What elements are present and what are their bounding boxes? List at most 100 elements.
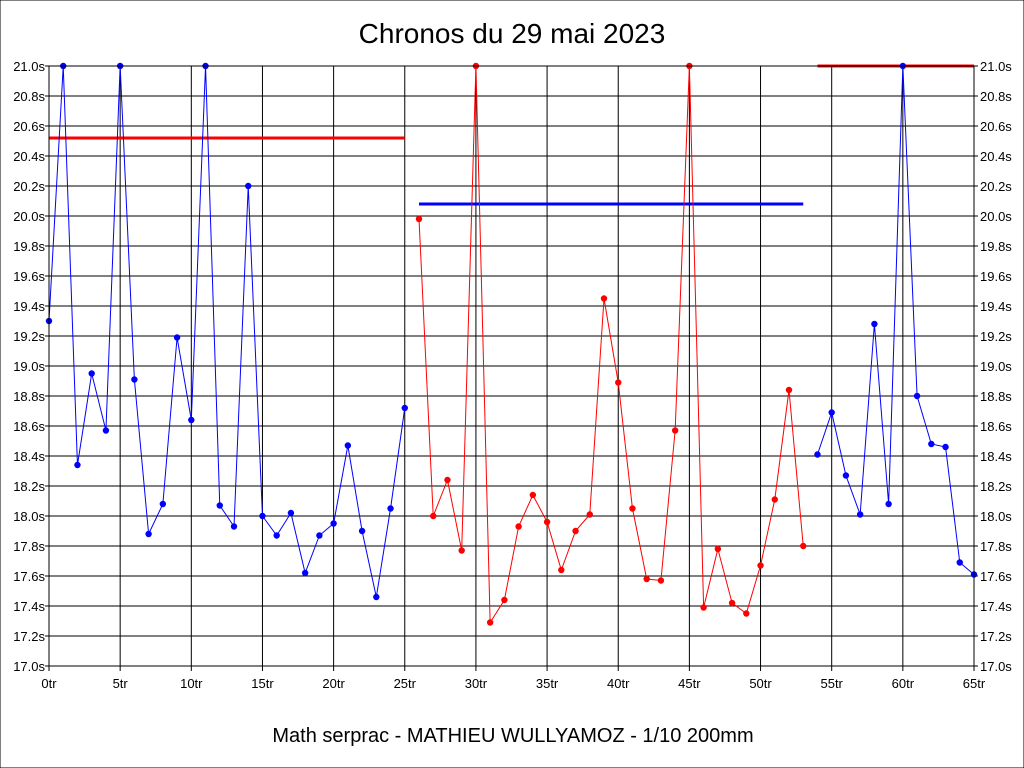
y-tick-label-right: 19.4s xyxy=(980,299,1012,314)
data-point xyxy=(88,370,95,377)
data-point xyxy=(842,472,850,479)
y-tick-label-right: 18.6s xyxy=(980,419,1012,434)
y-tick-label-left: 21.0s xyxy=(13,59,45,74)
y-tick-label-right: 20.4s xyxy=(980,149,1012,164)
data-point xyxy=(188,416,195,424)
data-point xyxy=(885,500,892,508)
data-point xyxy=(572,527,579,535)
series-line xyxy=(418,65,804,625)
data-point xyxy=(643,575,650,583)
y-tick-label-left: 17.4s xyxy=(13,599,45,614)
data-point xyxy=(173,334,181,341)
data-point xyxy=(814,451,821,458)
y-tick-label-right: 20.6s xyxy=(980,119,1012,134)
data-point xyxy=(486,619,494,626)
data-point xyxy=(700,604,707,611)
data-point xyxy=(942,443,949,451)
data-point xyxy=(444,476,451,484)
x-tick-label: 10tr xyxy=(180,676,203,691)
y-tick-label-left: 20.6s xyxy=(13,119,45,134)
data-point xyxy=(871,320,878,328)
y-tick-label-left: 19.0s xyxy=(13,359,45,374)
data-point xyxy=(714,545,722,553)
y-tick-label-right: 21.0s xyxy=(980,59,1012,74)
data-point xyxy=(387,505,394,512)
chart-footer: Math serprac - MATHIEU WULLYAMOZ - 1/10 … xyxy=(272,725,753,747)
x-tick-label: 40tr xyxy=(607,676,630,691)
y-tick-label-left: 18.4s xyxy=(13,449,45,464)
y-tick-label-left: 18.0s xyxy=(13,509,45,524)
data-point xyxy=(529,491,537,499)
data-point xyxy=(330,520,337,527)
y-tick-label-left: 17.6s xyxy=(13,569,45,584)
data-point xyxy=(657,577,665,584)
data-point xyxy=(956,559,963,566)
data-point xyxy=(928,440,935,448)
data-point xyxy=(757,562,764,569)
data-point xyxy=(771,496,778,503)
y-tick-label-right: 19.6s xyxy=(980,269,1012,284)
series-lines xyxy=(48,65,975,625)
y-tick-label-left: 19.2s xyxy=(13,329,45,344)
y-tick-label-right: 17.8s xyxy=(980,539,1012,554)
x-tick-label: 30tr xyxy=(465,676,488,691)
x-tick-label: 65tr xyxy=(963,676,986,691)
y-tick-label-right: 17.0s xyxy=(980,659,1012,674)
data-point xyxy=(800,542,807,550)
data-point xyxy=(102,427,110,434)
y-tick-label-left: 19.8s xyxy=(13,239,45,254)
data-point xyxy=(344,442,352,449)
y-tick-label-left: 17.2s xyxy=(13,629,45,644)
x-tick-label: 35tr xyxy=(536,676,559,691)
y-tick-label-right: 18.8s xyxy=(980,389,1012,404)
y-tick-label-left: 20.4s xyxy=(13,149,45,164)
y-tick-label-left: 18.2s xyxy=(13,479,45,494)
y-tick-label-left: 17.8s xyxy=(13,539,45,554)
data-point xyxy=(273,532,280,539)
y-tick-label-left: 20.8s xyxy=(13,89,45,104)
x-tick-label: 45tr xyxy=(678,676,701,691)
data-point xyxy=(558,566,565,574)
y-tick-label-left: 20.0s xyxy=(13,209,45,224)
x-tick-label: 0tr xyxy=(41,676,57,691)
data-point xyxy=(316,532,323,539)
data-point xyxy=(373,593,380,601)
y-tick-label-right: 20.0s xyxy=(980,209,1012,224)
x-tick-label: 25tr xyxy=(394,676,417,691)
y-tick-label-left: 18.8s xyxy=(13,389,45,404)
data-point xyxy=(600,295,608,302)
y-tick-label-right: 18.2s xyxy=(980,479,1012,494)
y-tick-label-right: 18.0s xyxy=(980,509,1012,524)
data-point xyxy=(159,500,167,508)
data-point xyxy=(501,596,508,604)
data-point xyxy=(458,547,465,554)
y-tick-label-left: 17.0s xyxy=(13,659,45,674)
data-point xyxy=(216,502,223,509)
data-points xyxy=(45,62,978,626)
series-line xyxy=(816,65,975,575)
data-point xyxy=(913,392,921,400)
y-tick-label-right: 17.6s xyxy=(980,569,1012,584)
data-point xyxy=(259,512,266,520)
y-tick-label-right: 20.2s xyxy=(980,179,1012,194)
y-tick-label-right: 19.8s xyxy=(980,239,1012,254)
data-point xyxy=(245,182,252,190)
chart-title: Chronos du 29 mai 2023 xyxy=(359,18,666,49)
y-tick-label-left: 19.4s xyxy=(13,299,45,314)
data-point xyxy=(358,527,366,535)
x-tick-label: 20tr xyxy=(322,676,345,691)
data-point xyxy=(145,530,152,538)
data-point xyxy=(743,610,750,617)
y-tick-label-right: 17.2s xyxy=(980,629,1012,644)
x-tick-label: 55tr xyxy=(820,676,843,691)
data-point xyxy=(415,215,423,223)
x-tick-label: 50tr xyxy=(749,676,772,691)
plot-area-frame xyxy=(48,65,975,667)
data-point xyxy=(131,376,138,383)
x-tick-label: 60tr xyxy=(892,676,915,691)
data-point xyxy=(586,511,593,518)
y-tick-label-right: 19.0s xyxy=(980,359,1012,374)
